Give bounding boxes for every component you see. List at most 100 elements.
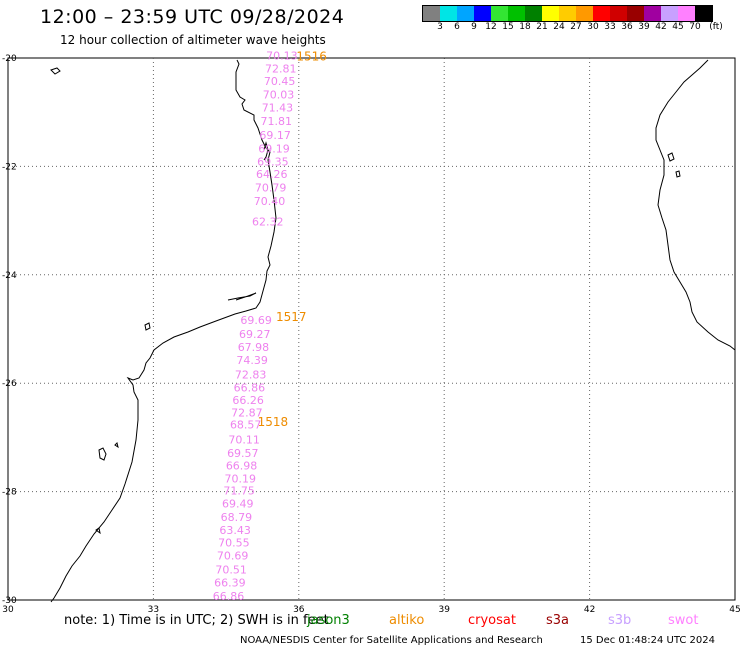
- satellite-legend-item: swot: [668, 613, 699, 628]
- wave-height-label: 62.32: [252, 216, 284, 229]
- colorbar-swatch: [542, 6, 559, 21]
- map-frame: [7, 57, 736, 601]
- lat-tick-label: -26: [2, 379, 17, 389]
- lon-tick-label: 36: [293, 605, 305, 615]
- colorbar-swatch: [627, 6, 644, 21]
- lon-tick-label: 33: [148, 605, 159, 615]
- colorbar-swatch: [678, 6, 695, 21]
- wave-height-label: 70.55: [218, 537, 250, 550]
- pass-number-label: 1516: [296, 49, 327, 63]
- lon-tick-label: 42: [584, 605, 595, 615]
- colorbar-label: 30: [587, 22, 599, 32]
- colorbar-label: 39: [638, 22, 650, 32]
- wave-height-label: 72.87: [231, 406, 263, 419]
- satellite-legend-item: jason3: [307, 613, 350, 628]
- coast-detail-6: [95, 527, 101, 535]
- colorbar-swatch: [508, 6, 525, 21]
- satellite-legend-item: altiko: [389, 613, 425, 628]
- lat-tick-label: -30: [2, 596, 17, 606]
- coast-detail-4: [98, 447, 107, 461]
- wave-height-label: 66.98: [226, 460, 258, 473]
- map-title: 12:00 – 23:59 UTC 09/28/2024: [40, 6, 345, 28]
- wave-height-label: 69.57: [227, 447, 259, 460]
- colorbar-swatch: [525, 6, 542, 21]
- wave-height-label: 70.79: [255, 182, 287, 195]
- wave-height-label: 69.49: [222, 498, 254, 511]
- madagascar-islet-2: [675, 170, 681, 178]
- wave-height-label: 70.45: [264, 75, 296, 88]
- colorbar-label: 42: [655, 22, 667, 32]
- wave-height-label: 66.39: [214, 577, 246, 590]
- coast-detail-3: [144, 322, 151, 331]
- map-subtitle: 12 hour collection of altimeter wave hei…: [60, 33, 326, 47]
- colorbar-label: 12: [485, 22, 497, 32]
- colorbar-swatch: [661, 6, 678, 21]
- colorbar-label: 70: [689, 22, 701, 32]
- lon-tick-label: 39: [438, 605, 450, 615]
- generated-timestamp: 15 Dec 01:48:24 UTC 2024: [580, 635, 715, 646]
- satellite-legend-item: cryosat: [468, 613, 516, 628]
- wave-height-label: 70.03: [263, 88, 295, 101]
- wave-height-label: 69.19: [258, 143, 290, 156]
- colorbar-label: 6: [454, 22, 460, 32]
- coast-detail-1: [263, 141, 269, 161]
- colorbar-label: 21: [536, 22, 548, 32]
- wave-height-label: 70.19: [225, 473, 257, 486]
- pass-number-label: 1517: [276, 310, 307, 324]
- wave-height-label: 71.81: [261, 115, 293, 128]
- wave-height-label: 66.26: [232, 394, 264, 407]
- colorbar-label: 27: [570, 22, 582, 32]
- colorbar-label: 18: [519, 22, 531, 32]
- wave-height-label: 63.43: [219, 524, 251, 537]
- africa-coastline: [50, 59, 277, 603]
- wave-height-label: 69.17: [259, 129, 291, 142]
- wave-height-label: 72.81: [265, 62, 297, 75]
- colorbar-label: 33: [604, 22, 616, 32]
- wave-height-label: 72.83: [235, 369, 267, 382]
- colorbar-unit: (ft): [709, 22, 723, 32]
- wave-height-label: 69.27: [239, 328, 271, 341]
- wave-height-label: 66.86: [234, 382, 266, 395]
- colorbar-label: 3: [437, 22, 443, 32]
- altimeter-track: 70.1372.8170.4570.0371.4371.8169.1769.19…: [213, 49, 298, 603]
- wave-height-label: 67.98: [238, 341, 270, 354]
- wave-height-label: 69.69: [240, 314, 272, 327]
- colorbar-label: 24: [553, 22, 565, 32]
- lat-lon-grid: [7, 57, 736, 601]
- coastline: [50, 59, 736, 603]
- lat-tick-label: -24: [2, 271, 17, 281]
- colorbar-label: 9: [471, 22, 477, 32]
- lat-tick-label: -20: [2, 54, 17, 64]
- satellite-legend-item: s3b: [608, 613, 632, 628]
- credit-line: NOAA/NESDIS Center for Satellite Applica…: [240, 635, 543, 646]
- colorbar-swatch: [474, 6, 491, 21]
- lat-tick-label: -22: [2, 162, 17, 172]
- wave-height-label: 74.39: [236, 354, 268, 367]
- colorbar-swatch: [440, 6, 457, 21]
- colorbar-swatch: [644, 6, 661, 21]
- coast-detail-2: [227, 292, 257, 301]
- lon-tick-label: 45: [729, 605, 740, 615]
- colorbar-label: 36: [621, 22, 633, 32]
- wave-height-label: 69.35: [257, 156, 289, 169]
- colorbar-swatch: [610, 6, 627, 21]
- colorbar-label: 45: [672, 22, 684, 32]
- wave-height-label: 70.69: [217, 550, 249, 563]
- lon-tick-label: 30: [2, 605, 14, 615]
- wave-height-label: 70.13: [266, 49, 298, 62]
- wave-height-colorbar: [422, 5, 713, 22]
- wave-height-label: 64.26: [256, 168, 288, 181]
- madagascar-coastline: [655, 59, 736, 351]
- wave-height-label: 71.75: [223, 485, 255, 498]
- wave-height-label: 70.40: [254, 195, 286, 208]
- colorbar-swatch: [695, 6, 712, 21]
- colorbar-swatch: [593, 6, 610, 21]
- wave-height-label: 68.79: [221, 511, 253, 524]
- wave-height-label: 68.57: [230, 418, 262, 431]
- colorbar-swatch: [576, 6, 593, 21]
- wave-height-label: 70.51: [215, 564, 247, 577]
- wave-height-label: 66.86: [213, 590, 245, 603]
- colorbar-swatch: [457, 6, 474, 21]
